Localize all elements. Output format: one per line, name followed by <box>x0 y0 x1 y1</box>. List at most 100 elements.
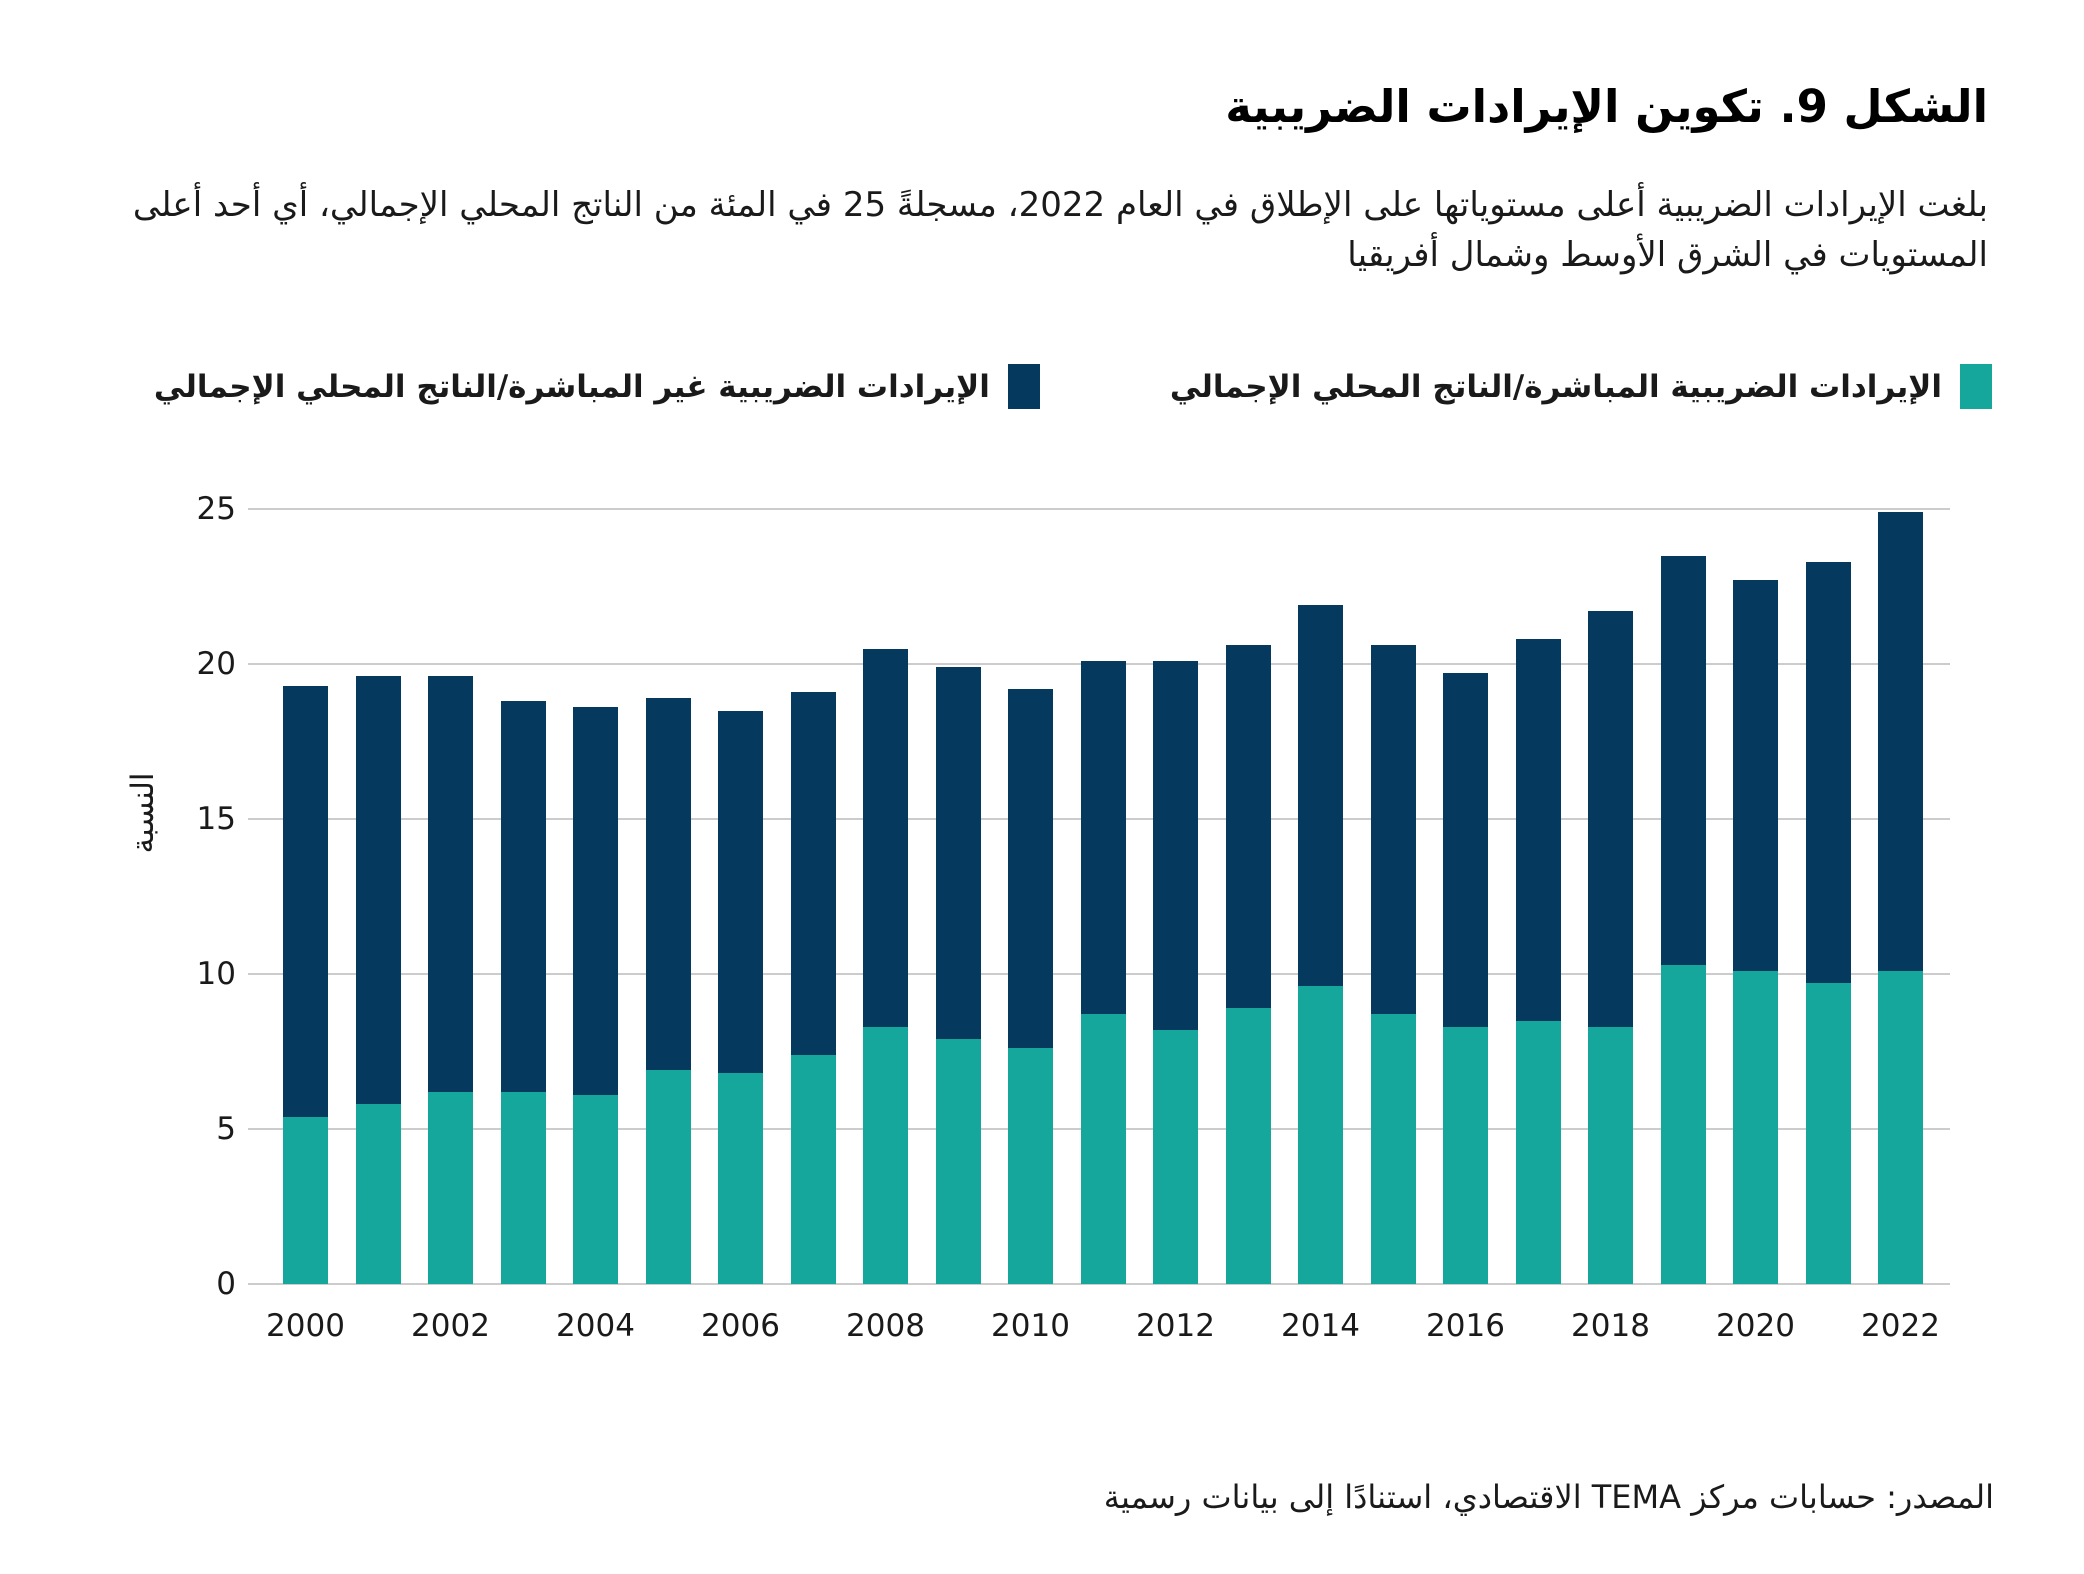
bar-segment-direct-2004 <box>573 1094 618 1284</box>
bar-segment-direct-2008 <box>863 1026 908 1284</box>
bar-segment-direct-2021 <box>1805 983 1851 1284</box>
bar-segment-direct-2017 <box>1515 1020 1561 1284</box>
legend-item-direct: الإيرادات الضريبية المباشرة/الناتج المحل… <box>1170 364 1992 409</box>
bar-segment-indirect-2022 <box>1878 512 1923 971</box>
bar-2017 <box>1515 639 1561 1284</box>
y-tick-label-5: 5 <box>216 1111 236 1147</box>
y-axis-title: النسبة <box>125 772 161 854</box>
bar-segment-direct-2018 <box>1588 1026 1633 1284</box>
bar-segment-indirect-2018 <box>1588 611 1633 1027</box>
bar-2019 <box>1660 555 1706 1284</box>
bar-2008 <box>863 648 908 1284</box>
y-tick-label-20: 20 <box>196 646 236 682</box>
bar-2010 <box>1008 688 1053 1284</box>
bar-2014 <box>1298 605 1343 1284</box>
x-tick-label-2004: 2004 <box>556 1308 635 1344</box>
y-tick-label-10: 10 <box>196 956 236 992</box>
y-tick-label-0: 0 <box>216 1266 236 1302</box>
bar-segment-direct-2020 <box>1733 970 1778 1284</box>
figure-title: الشكل 9. تكوين الإيرادات الضريبية <box>1225 80 1988 134</box>
bar-segment-direct-2019 <box>1660 964 1706 1284</box>
bar-segment-indirect-2014 <box>1298 605 1343 987</box>
plot-area: 0 5 10 15 20 25 2000 2002 2004 2006 2008 2010 2012 20… <box>197 491 1950 1344</box>
bar-segment-direct-2006 <box>718 1073 763 1284</box>
bar-segment-indirect-2008 <box>863 648 908 1027</box>
bar-2022 <box>1878 512 1923 1284</box>
bar-segment-indirect-2002 <box>428 676 473 1092</box>
gridline-y-25 <box>248 508 1950 510</box>
bar-2021 <box>1805 561 1851 1284</box>
figure-subtitle: بلغت الإيرادات الضريبية أعلى مستوياتها ع… <box>132 185 1988 276</box>
x-tick-label-2008: 2008 <box>846 1308 925 1344</box>
bar-segment-indirect-2007 <box>790 691 836 1055</box>
bar-segment-indirect-2021 <box>1805 561 1851 984</box>
bar-segment-indirect-2005 <box>645 698 691 1071</box>
legend-label-direct: الإيرادات الضريبية المباشرة/الناتج المحل… <box>1169 368 1942 405</box>
y-tick-label-15: 15 <box>196 801 236 837</box>
legend: الإيرادات الضريبية المباشرة/الناتج المحل… <box>154 364 1992 409</box>
x-tick-label-2014: 2014 <box>1281 1308 1360 1344</box>
bar-2013 <box>1225 645 1271 1284</box>
bar-segment-indirect-2019 <box>1660 555 1706 965</box>
bar-segment-indirect-2009 <box>935 667 981 1040</box>
bar-segment-indirect-2000 <box>283 685 328 1117</box>
bar-segment-direct-2011 <box>1080 1014 1126 1284</box>
x-tick-label-2010: 2010 <box>991 1308 1070 1344</box>
x-tick-label-2016: 2016 <box>1426 1308 1505 1344</box>
bar-segment-indirect-2003 <box>500 701 546 1092</box>
source-note: المصدر: حسابات مركز TEMA الاقتصادي، استن… <box>1103 1478 1994 1516</box>
legend-label-indirect: الإيرادات الضريبية غير المباشرة/الناتج ا… <box>153 368 990 405</box>
bar-segment-indirect-2001 <box>355 676 401 1105</box>
bar-segment-indirect-2015 <box>1370 645 1416 1015</box>
bar-segment-direct-2012 <box>1153 1029 1198 1284</box>
x-tick-label-2012: 2012 <box>1136 1308 1215 1344</box>
bar-segment-indirect-2017 <box>1515 639 1561 1021</box>
x-tick-label-2000: 2000 <box>266 1308 345 1344</box>
bar-2003 <box>500 701 546 1284</box>
x-tick-label-2018: 2018 <box>1571 1308 1650 1344</box>
bar-segment-indirect-2011 <box>1080 660 1126 1015</box>
bar-segment-indirect-2020 <box>1733 580 1778 971</box>
bar-segment-direct-2005 <box>645 1070 691 1284</box>
bar-2001 <box>355 676 401 1284</box>
bar-segment-direct-2002 <box>428 1091 473 1284</box>
bar-segment-direct-2014 <box>1298 986 1343 1284</box>
bar-segment-direct-2013 <box>1225 1008 1271 1284</box>
y-tick-label-25: 25 <box>196 491 236 527</box>
bar-2009 <box>935 667 981 1284</box>
bar-2006 <box>718 710 763 1284</box>
bar-2000 <box>283 685 328 1284</box>
bar-2005 <box>645 698 691 1284</box>
bar-segment-direct-2007 <box>790 1054 836 1284</box>
bar-2016 <box>1443 673 1488 1284</box>
bar-segment-indirect-2004 <box>573 707 618 1095</box>
bar-segment-direct-2001 <box>355 1104 401 1284</box>
bar-2011 <box>1080 660 1126 1284</box>
bar-2007 <box>790 691 836 1284</box>
bar-segment-direct-2000 <box>283 1116 328 1284</box>
indirect-series-swatch-icon <box>1007 364 1040 409</box>
bar-segment-indirect-2012 <box>1153 660 1198 1030</box>
bar-segment-indirect-2013 <box>1225 645 1271 1009</box>
bar-segment-indirect-2006 <box>718 710 763 1074</box>
bar-2002 <box>428 676 473 1284</box>
bar-2018 <box>1588 611 1633 1284</box>
direct-series-swatch-icon <box>1960 364 1992 409</box>
legend-item-indirect: الإيرادات الضريبية غير المباشرة/الناتج ا… <box>154 364 1040 409</box>
bar-segment-indirect-2016 <box>1443 673 1488 1027</box>
x-tick-label-2020: 2020 <box>1716 1308 1795 1344</box>
bar-segment-direct-2010 <box>1008 1048 1053 1284</box>
bar-segment-indirect-2010 <box>1008 688 1053 1049</box>
bar-2015 <box>1370 645 1416 1284</box>
bar-segment-direct-2022 <box>1878 970 1923 1284</box>
x-tick-label-2006: 2006 <box>701 1308 780 1344</box>
bar-2020 <box>1733 580 1778 1284</box>
x-tick-label-2022: 2022 <box>1861 1308 1940 1344</box>
bar-segment-direct-2015 <box>1370 1014 1416 1284</box>
gridline-y-0 <box>248 1283 1950 1285</box>
bar-segment-direct-2016 <box>1443 1026 1488 1284</box>
bar-2004 <box>573 707 618 1284</box>
bar-segment-direct-2009 <box>935 1039 981 1284</box>
bar-2012 <box>1153 660 1198 1284</box>
